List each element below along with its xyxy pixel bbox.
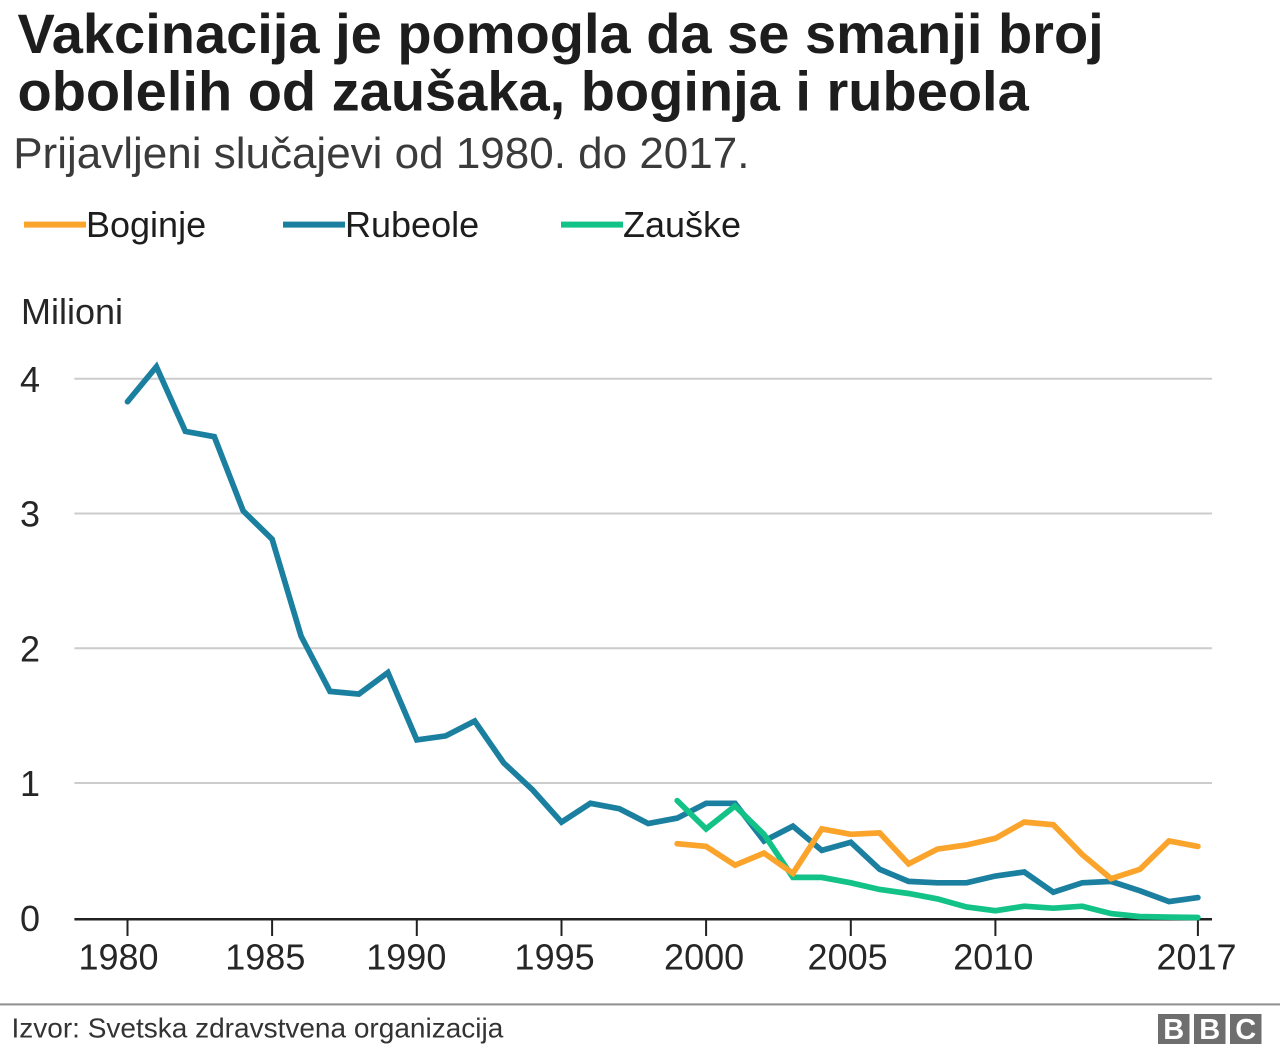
svg-text:1990: 1990 [366, 937, 446, 978]
svg-text:3: 3 [20, 494, 40, 535]
svg-text:1995: 1995 [515, 937, 595, 978]
svg-text:C: C [1235, 1014, 1256, 1046]
svg-text:Milioni: Milioni [21, 291, 123, 332]
svg-text:1: 1 [20, 763, 40, 804]
svg-text:Vakcinacija je pomogla da se s: Vakcinacija je pomogla da se smanji broj [18, 2, 1104, 65]
svg-text:Izvor: Svetska zdravstvena org: Izvor: Svetska zdravstvena organizacija [12, 1013, 504, 1044]
svg-text:Rubeole: Rubeole [345, 204, 479, 245]
svg-text:B: B [1199, 1014, 1220, 1046]
svg-text:1985: 1985 [225, 937, 305, 978]
svg-text:2: 2 [20, 628, 40, 669]
svg-text:Zauške: Zauške [623, 204, 741, 245]
svg-text:0: 0 [20, 898, 40, 939]
svg-text:Prijavljeni slučajevi od 1980.: Prijavljeni slučajevi od 1980. do 2017. [13, 129, 749, 178]
svg-text:2017: 2017 [1156, 937, 1236, 978]
svg-text:2010: 2010 [953, 937, 1033, 978]
svg-text:obolelih od zaušaka, boginja i: obolelih od zaušaka, boginja i rubeola [18, 59, 1030, 122]
svg-text:2005: 2005 [808, 937, 888, 978]
svg-text:Boginje: Boginje [86, 204, 206, 245]
svg-text:4: 4 [20, 359, 40, 400]
svg-text:2000: 2000 [664, 937, 744, 978]
svg-text:1980: 1980 [78, 937, 158, 978]
svg-text:B: B [1163, 1014, 1184, 1046]
